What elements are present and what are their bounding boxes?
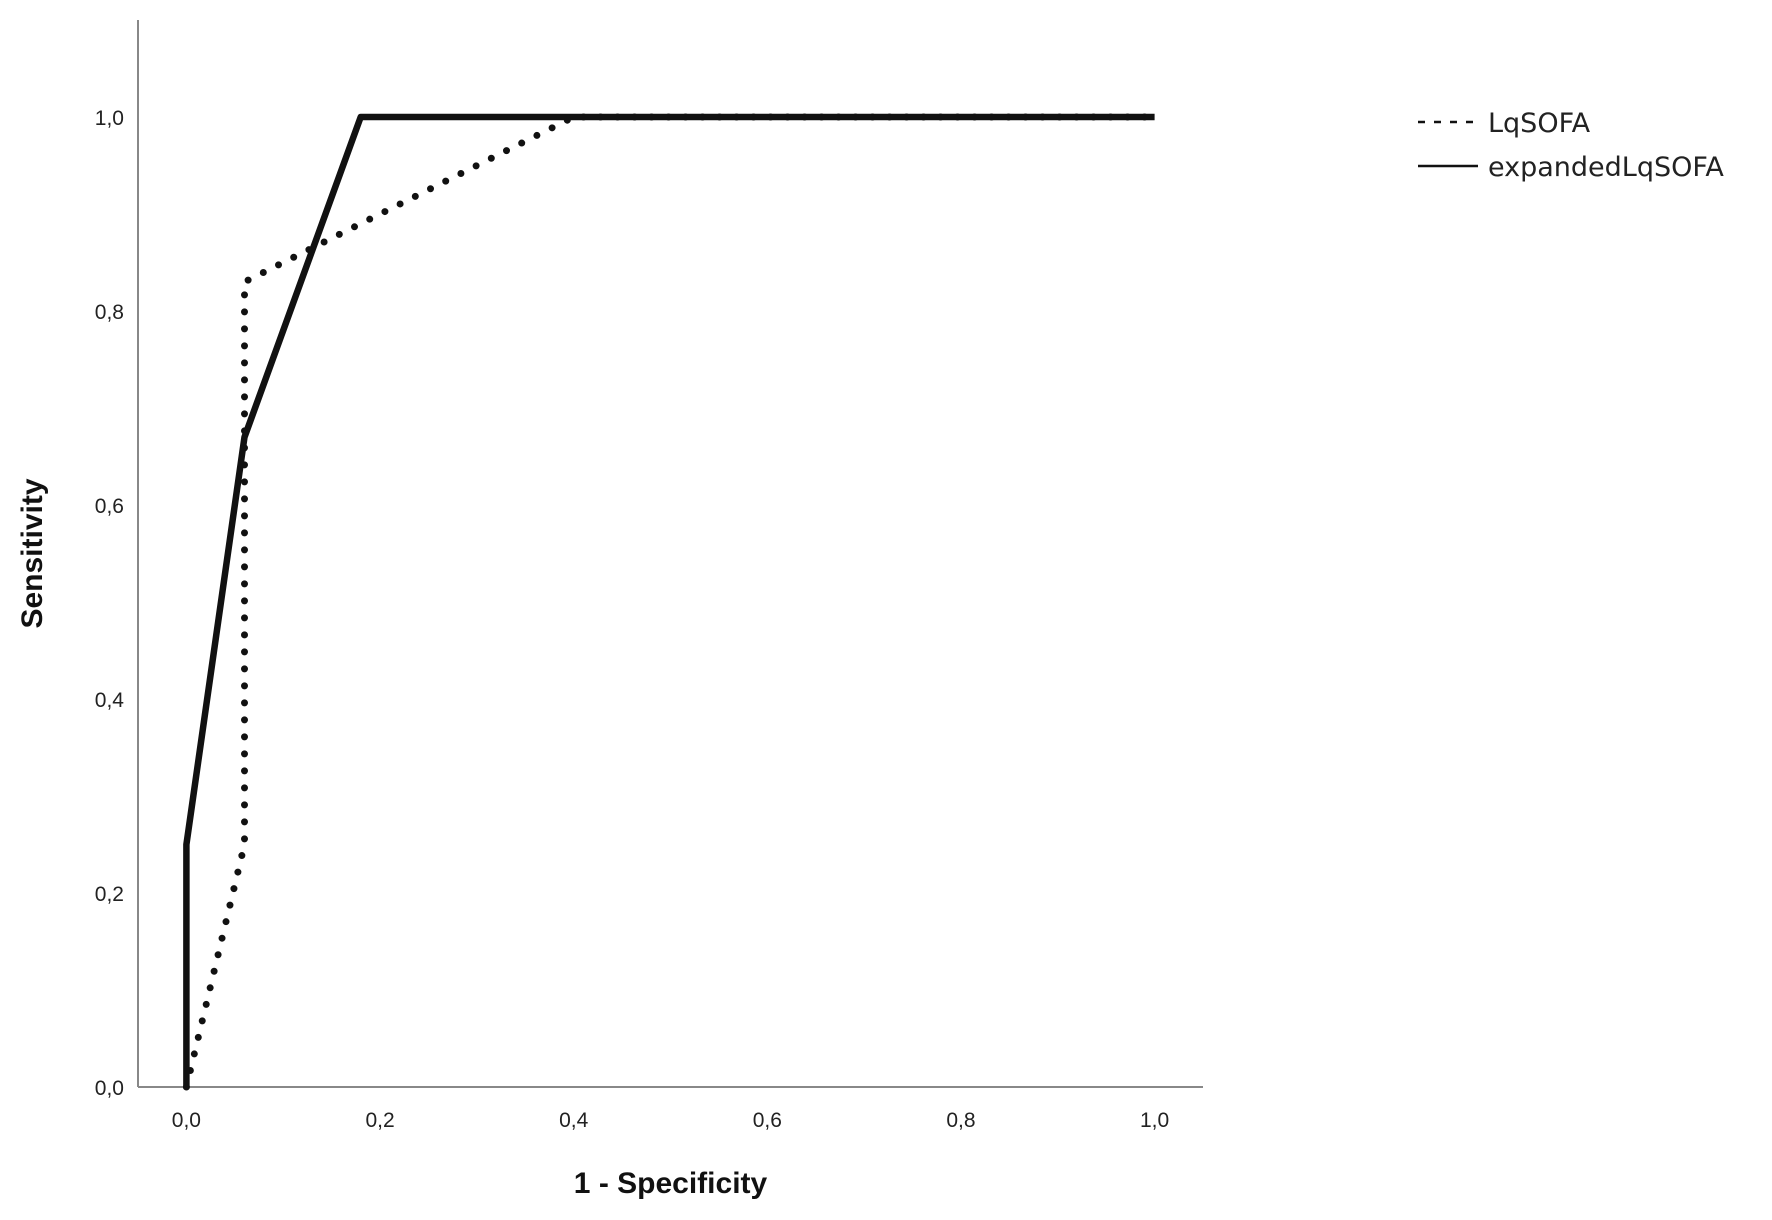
series-layer: [182, 113, 1159, 1091]
x-axis-title: 1 - Specificity: [574, 1167, 768, 1200]
legend-label-lqsofa: LqSOFA: [1488, 108, 1591, 139]
x-tick-label: 0,8: [946, 1109, 975, 1132]
y-axis-ticks: 0,0 0,2 0,4 0,6 0,8 1,0: [95, 107, 125, 1100]
y-tick-label: 0,6: [95, 495, 124, 518]
x-tick-label: 0,2: [365, 1109, 394, 1132]
y-tick-label: 1,0: [95, 107, 124, 130]
y-tick-label: 0,2: [95, 883, 124, 906]
series-line-expandedlqsofa: [183, 113, 1155, 1087]
x-tick-label: 1,0: [1140, 1109, 1169, 1132]
x-tick-label: 0,4: [559, 1109, 589, 1132]
y-tick-label: 0,8: [95, 301, 124, 324]
x-axis-ticks: 0,0 0,2 0,4 0,6 0,8 1,0: [172, 1109, 1169, 1132]
y-tick-label: 0,4: [95, 689, 125, 712]
x-tick-label: 0,0: [172, 1109, 201, 1132]
x-tick-label: 0,6: [753, 1109, 782, 1132]
series-line-lqsofa: [182, 113, 1159, 1091]
y-axis-title: Sensitivity: [16, 478, 49, 628]
y-tick-label: 0,0: [95, 1077, 124, 1100]
axes: [137, 20, 1203, 1088]
legend-label-expandedlqsofa: expandedLqSOFA: [1488, 152, 1724, 183]
legend: LqSOFA expandedLqSOFA: [1418, 108, 1724, 183]
